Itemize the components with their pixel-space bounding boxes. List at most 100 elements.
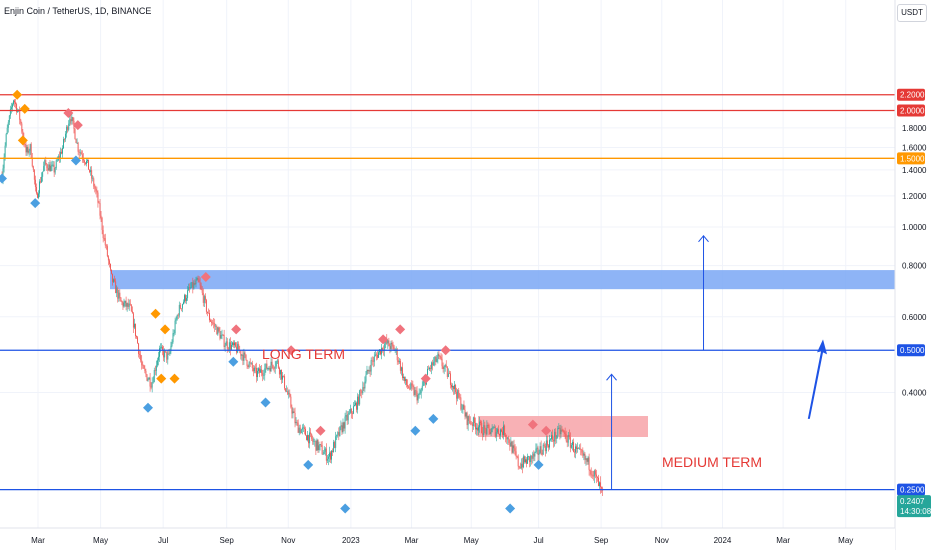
candle-body — [363, 387, 365, 389]
candle-body — [212, 322, 214, 324]
currency-button[interactable]: USDT — [897, 4, 927, 22]
candle-body — [547, 445, 549, 448]
candle-body — [466, 412, 468, 426]
signal-marker — [231, 324, 242, 335]
candle-body — [444, 364, 446, 368]
candle-body — [199, 282, 201, 286]
time-tick-label: Mar — [405, 536, 419, 545]
candle-body — [449, 373, 451, 385]
candle-body — [335, 436, 337, 448]
candle-body — [480, 421, 482, 423]
price-tick-label: 0.6000 — [902, 313, 927, 322]
candle-body — [471, 423, 473, 427]
signal-marker — [30, 198, 41, 209]
candle-body — [112, 273, 113, 282]
arrow-head — [606, 373, 617, 381]
candle-body — [479, 421, 481, 428]
candle-body — [561, 429, 563, 431]
candle-body — [100, 215, 102, 218]
candle-body — [476, 427, 477, 430]
candle-body — [32, 166, 34, 170]
candle-body — [534, 451, 536, 457]
candle-body — [53, 164, 55, 173]
candle-body — [24, 144, 26, 145]
candle-body — [122, 302, 124, 307]
signal-marker — [428, 413, 439, 424]
signal-marker — [142, 402, 153, 413]
price-tick-label: 1.2000 — [902, 192, 927, 201]
candle-body — [272, 365, 274, 369]
candle-body — [502, 431, 503, 435]
candle-body — [474, 422, 476, 430]
candle-body — [396, 349, 398, 361]
time-tick-label: Jul — [533, 536, 543, 545]
price-tick-label: 1.8000 — [902, 124, 927, 133]
signal-marker — [160, 324, 171, 335]
candle-body — [49, 164, 51, 172]
candle-body — [515, 451, 517, 457]
candle-body — [410, 383, 412, 389]
candle-body — [150, 386, 152, 388]
candle-body — [214, 323, 216, 327]
candle-body — [421, 385, 423, 391]
signal-marker — [541, 425, 552, 436]
candle-body — [253, 367, 255, 372]
candle-body — [84, 162, 86, 164]
candle-body — [594, 470, 596, 475]
candle-body — [521, 463, 523, 468]
candle-body — [315, 440, 317, 451]
candle-body — [581, 449, 583, 453]
candle-body — [591, 474, 593, 476]
candle-body — [463, 404, 465, 410]
candle-body — [457, 390, 459, 399]
candle-body — [124, 300, 126, 304]
candle-body — [301, 427, 303, 430]
signal-marker — [505, 503, 516, 514]
candle-body — [438, 353, 440, 356]
candle-body — [267, 368, 269, 370]
candle-body — [278, 367, 280, 375]
candle-body — [60, 151, 62, 154]
candle-body — [198, 279, 200, 283]
candle-body — [365, 374, 367, 382]
candle-body — [248, 362, 250, 367]
candle-body — [96, 190, 98, 193]
candle-body — [131, 311, 133, 314]
candle-body — [172, 333, 174, 343]
candle-body — [506, 437, 508, 440]
candle-body — [299, 427, 301, 434]
candle-body — [450, 384, 452, 388]
candle-body — [213, 322, 215, 324]
level-badge-label: 0.5000 — [900, 346, 925, 355]
candle-body — [106, 246, 108, 257]
candle-body — [193, 283, 195, 289]
candle-body — [535, 448, 537, 452]
candle-body — [8, 115, 10, 123]
candle-body — [189, 287, 191, 288]
price-axis-bg — [895, 0, 932, 550]
candle-body — [296, 422, 298, 423]
candle-body — [397, 360, 399, 363]
candle-body — [216, 326, 218, 335]
candle-body — [470, 423, 472, 425]
candle-body — [51, 164, 53, 167]
candle-body — [336, 434, 338, 437]
candle-body — [571, 441, 573, 445]
candle-body — [82, 157, 84, 161]
candle-body — [445, 364, 447, 367]
candle-body — [108, 260, 110, 264]
candle-body — [440, 356, 442, 359]
candle-body — [393, 346, 395, 351]
candle-body — [164, 350, 166, 358]
candle-body — [66, 126, 68, 134]
candle-body — [398, 360, 400, 363]
candle-body — [173, 333, 175, 334]
candle-body — [250, 363, 252, 364]
candle-body — [559, 427, 561, 435]
candle-body — [152, 382, 154, 383]
last-price-badge — [897, 495, 931, 518]
candle-body — [144, 368, 146, 371]
candle-body — [562, 429, 564, 432]
candle-body — [533, 453, 535, 457]
